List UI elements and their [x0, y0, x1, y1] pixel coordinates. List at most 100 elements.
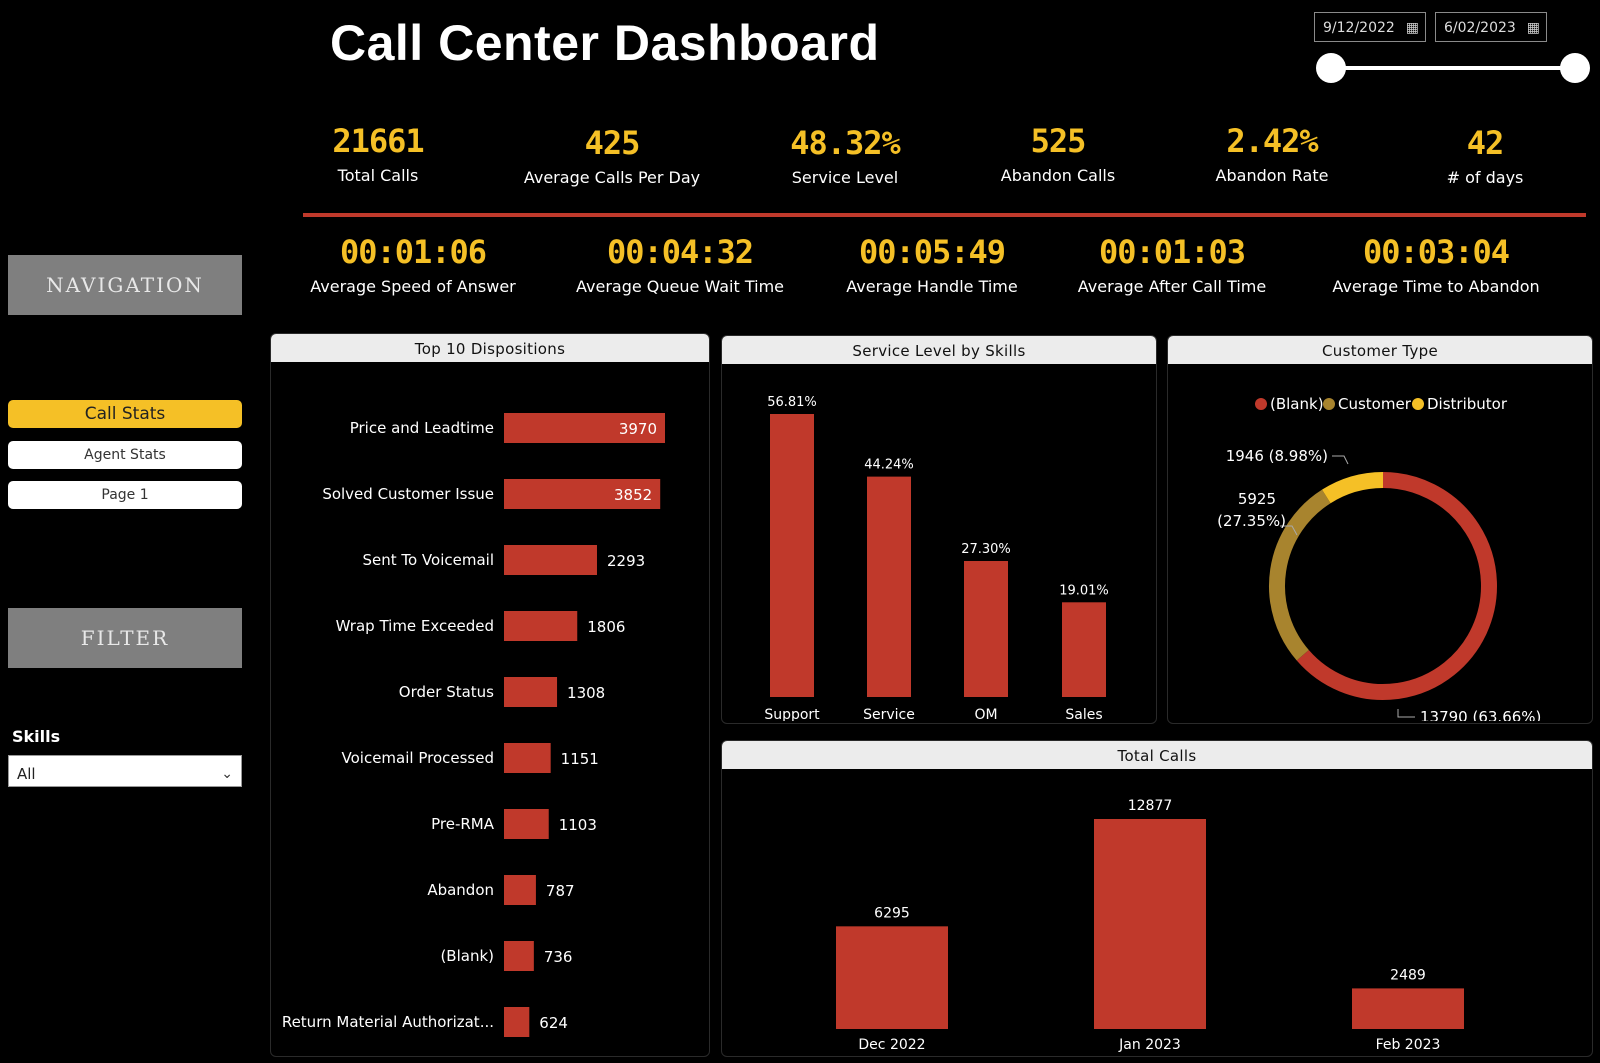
slice-label: 13790 (63.66%) [1420, 708, 1541, 721]
bar [504, 809, 549, 839]
bar [504, 479, 661, 509]
end-date-input[interactable]: 6/02/2023 ▦ [1435, 12, 1547, 42]
kpi-label: Average Queue Wait Time [576, 277, 784, 296]
bar [504, 611, 578, 641]
bar [504, 1007, 530, 1037]
data-label: 2293 [607, 552, 645, 570]
kpi-value: 525 [1030, 122, 1087, 160]
nav-agent-stats-button[interactable]: Agent Stats [8, 441, 242, 469]
legend-marker [1412, 398, 1424, 410]
kpi-label: Average After Call Time [1077, 277, 1267, 296]
category-label: Pre-RMA [431, 815, 495, 833]
bar [770, 414, 814, 697]
category-label: Wrap Time Exceeded [336, 617, 494, 635]
kpi-value: 42 [1466, 124, 1505, 162]
data-label: 19.01% [1059, 583, 1109, 598]
start-date-value: 9/12/2022 [1323, 20, 1395, 36]
bar [836, 926, 948, 1029]
panel-title: Total Calls [722, 741, 1592, 769]
kpi-label: # of days [1446, 168, 1524, 187]
kpi-value: 00:04:32 [606, 233, 754, 271]
slice-label: (27.35%) [1217, 512, 1286, 530]
bar [504, 743, 551, 773]
kpi-abandon-calls: 525 Abandon Calls [978, 122, 1138, 185]
kpi-service-level: 48.32% Service Level [765, 124, 925, 187]
end-date-value: 6/02/2023 [1444, 20, 1516, 36]
data-label: 1151 [561, 750, 599, 768]
bar [1062, 602, 1106, 697]
date-slider-end-handle[interactable] [1560, 53, 1590, 83]
nav-page-1-button[interactable]: Page 1 [8, 481, 242, 509]
category-label: Service [863, 707, 915, 721]
customer-type-chart: (Blank) Customer Distributor 13790 (63.66%)… [1217, 395, 1541, 723]
kpi-value: 00:01:06 [339, 233, 487, 271]
data-label: 1308 [567, 684, 605, 702]
category-label: Solved Customer Issue [322, 485, 494, 503]
nav-call-stats-button[interactable]: Call Stats [8, 400, 242, 428]
data-label: 787 [546, 882, 575, 900]
category-label: Abandon [427, 881, 494, 899]
category-label: Sent To Voicemail [362, 551, 494, 569]
service-level-panel: Service Level by Skills 56.81% Support 44.… [721, 335, 1157, 724]
bar [504, 545, 597, 575]
leader-line [1332, 455, 1349, 465]
kpi-abandon-rate: 2.42% Abandon Rate [1192, 122, 1352, 185]
kpi-number-of-days: 42 # of days [1405, 124, 1565, 187]
leader-line [1280, 525, 1298, 536]
kpi-value: 2.42% [1226, 122, 1318, 160]
data-label: 2489 [1390, 967, 1426, 983]
kpi-average-speed-of-answer: 00:01:06 Average Speed of Answer [303, 233, 523, 296]
data-label: 56.81% [767, 395, 817, 410]
panel-title: Service Level by Skills [722, 336, 1156, 364]
category-label: Dec 2022 [858, 1037, 925, 1053]
kpi-value: 00:01:03 [1098, 233, 1246, 271]
leader-line [1397, 709, 1415, 718]
data-label: 27.30% [961, 542, 1011, 557]
calendar-icon[interactable]: ▦ [1526, 20, 1540, 36]
kpi-label: Abandon Rate [1215, 166, 1329, 185]
category-label: OM [974, 707, 997, 721]
kpi-total-calls: 21661 Total Calls [303, 122, 453, 185]
category-label: Support [764, 707, 820, 721]
start-date-input[interactable]: 9/12/2022 ▦ [1314, 12, 1426, 42]
bar [504, 941, 534, 971]
data-label: 1806 [587, 618, 625, 636]
navigation-header: NAVIGATION [8, 255, 242, 315]
panel-title: Customer Type [1168, 336, 1592, 364]
kpi-label: Average Calls Per Day [523, 168, 701, 187]
date-slider-start-handle[interactable] [1316, 53, 1346, 83]
legend-marker [1255, 398, 1267, 410]
skills-label: Skills [12, 727, 61, 746]
total-calls-chart: 6295 Dec 2022 12877 Jan 2023 2489 Feb 2023 [836, 798, 1464, 1053]
data-label: 3970 [619, 420, 657, 438]
bar [1094, 819, 1206, 1029]
donut-slice [1269, 489, 1331, 661]
data-label: 624 [539, 1014, 568, 1032]
dispositions-chart: Price and Leadtime 3970 Solved Customer Is… [282, 413, 665, 1037]
category-label: Voicemail Processed [342, 749, 494, 767]
category-label: Price and Leadtime [350, 419, 494, 437]
legend-label: Distributor [1427, 395, 1508, 413]
total-calls-panel: Total Calls 6295 Dec 2022 12877 Jan 2023 248… [721, 740, 1593, 1057]
donut-slice [1322, 472, 1384, 504]
slice-label: 5925 [1238, 490, 1276, 508]
kpi-average-queue-wait-time: 00:04:32 Average Queue Wait Time [570, 233, 790, 296]
panel-title: Top 10 Dispositions [271, 334, 709, 362]
kpi-label: Total Calls [337, 166, 419, 185]
bar [504, 875, 536, 905]
category-label: Sales [1065, 707, 1102, 721]
chevron-down-icon[interactable]: ⌄ [221, 766, 233, 782]
calendar-icon[interactable]: ▦ [1405, 20, 1419, 36]
donut-slice [1296, 472, 1497, 700]
kpi-value: 00:05:49 [858, 233, 1006, 271]
kpi-average-time-to-abandon: 00:03:04 Average Time to Abandon [1326, 233, 1546, 296]
bar [504, 677, 558, 707]
kpi-average-after-call-time: 00:01:03 Average After Call Time [1062, 233, 1282, 296]
date-range-slider[interactable] [1330, 66, 1574, 70]
kpi-label: Average Time to Abandon [1332, 277, 1540, 296]
data-label: 12877 [1128, 798, 1173, 814]
legend-marker [1323, 398, 1335, 410]
kpi-divider [303, 213, 1586, 217]
skills-dropdown[interactable]: All ⌄ [8, 755, 242, 787]
category-label: Feb 2023 [1376, 1037, 1441, 1053]
